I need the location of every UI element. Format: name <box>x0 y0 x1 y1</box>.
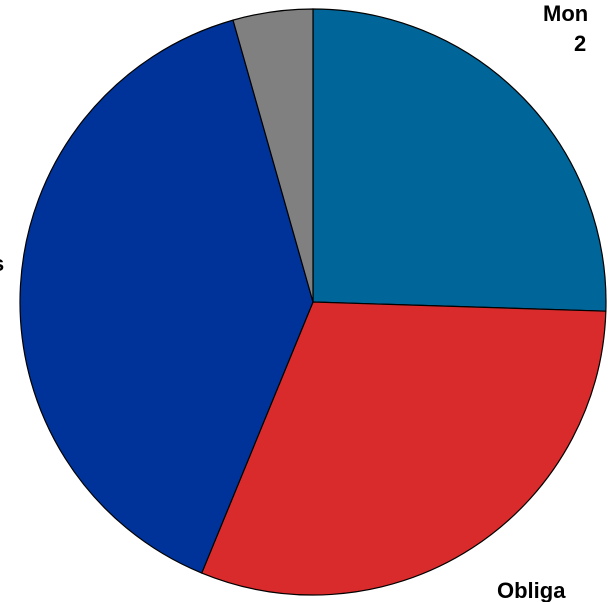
slice-label: Obliga <box>497 578 566 602</box>
pie-slice <box>312 8 607 312</box>
slice-label: s <box>0 251 4 276</box>
pie-slice <box>232 8 314 303</box>
pie-slice <box>19 19 314 574</box>
slice-label: Mon <box>543 1 588 26</box>
pie-slice <box>200 301 607 596</box>
slice-annotation: 2 <box>574 31 586 56</box>
